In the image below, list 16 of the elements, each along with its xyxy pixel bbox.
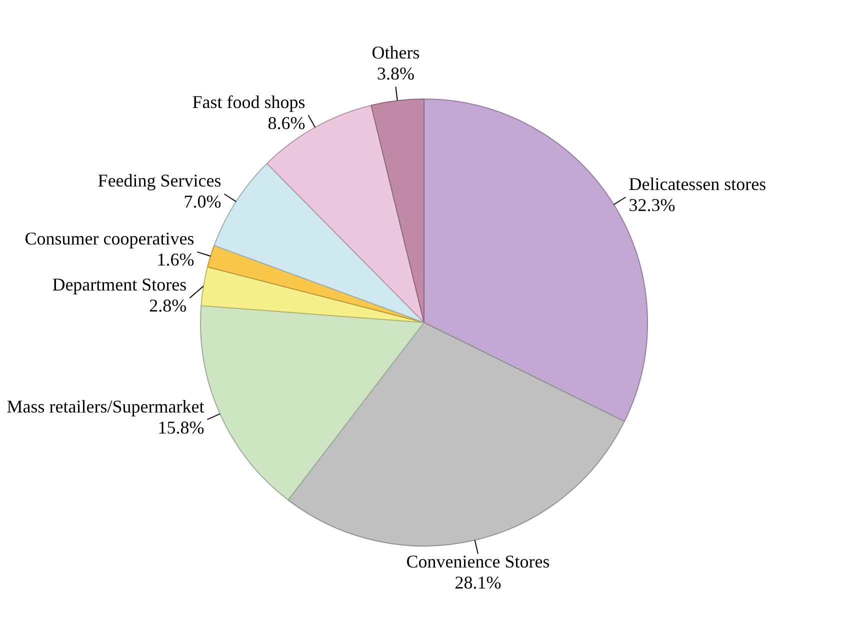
slice-label: Others (372, 42, 420, 62)
slice-label: Department Stores (52, 274, 187, 295)
data-label: 32.3% (628, 194, 676, 215)
data-label: 28.1% (454, 572, 502, 593)
data-label: 15.8% (158, 417, 204, 438)
slice-label: Convenience Stores (406, 552, 550, 572)
slice-label: Delicatessen stores (628, 174, 766, 194)
slice-label: Mass retailers/Supermarket (6, 396, 204, 416)
data-label: 3.8% (376, 63, 414, 84)
slice-label: Consumer cooperatives (24, 228, 194, 249)
slice-label: Feeding Services (98, 170, 222, 191)
data-label: 1.6% (156, 250, 194, 270)
data-label: 7.0% (184, 192, 222, 212)
data-label: 8.6% (268, 112, 306, 133)
data-label: 2.8% (149, 296, 187, 316)
slice-label: Fast food shops (192, 92, 306, 112)
